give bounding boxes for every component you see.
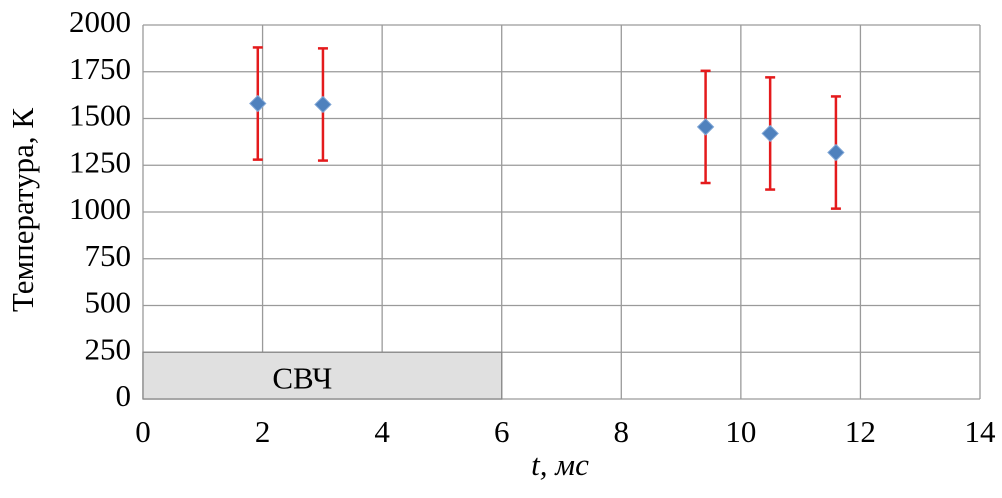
y-tick-label: 250 — [85, 331, 132, 366]
x-tick-label: 14 — [965, 414, 997, 449]
marker — [761, 124, 779, 143]
x-tick-label: 4 — [374, 414, 390, 449]
y-tick-label: 500 — [85, 285, 132, 320]
marker — [696, 118, 715, 136]
x-tick-label: 2 — [255, 414, 271, 449]
marker — [249, 94, 267, 113]
x-tick-label: 12 — [845, 414, 876, 449]
x-tick-label: 0 — [135, 414, 151, 449]
x-tick-label: 6 — [494, 414, 510, 449]
y-tick-label: 0 — [116, 378, 132, 413]
y-axis-label: Температура, К — [5, 108, 40, 312]
y-tick-label: 2000 — [69, 4, 131, 39]
x-axis-label: t, мс — [531, 447, 589, 482]
y-tick-label: 1250 — [69, 144, 131, 179]
y-tick-label: 750 — [85, 238, 132, 273]
x-tick-label: 10 — [725, 414, 756, 449]
x-tick-label: 8 — [614, 414, 630, 449]
band-label: СВЧ — [272, 361, 332, 396]
band — [142, 351, 503, 400]
y-tick-label: 1500 — [69, 98, 131, 133]
marker — [314, 95, 332, 114]
y-tick-label: 1750 — [69, 51, 131, 86]
marker — [827, 143, 845, 162]
y-tick-label: 1000 — [69, 191, 131, 226]
